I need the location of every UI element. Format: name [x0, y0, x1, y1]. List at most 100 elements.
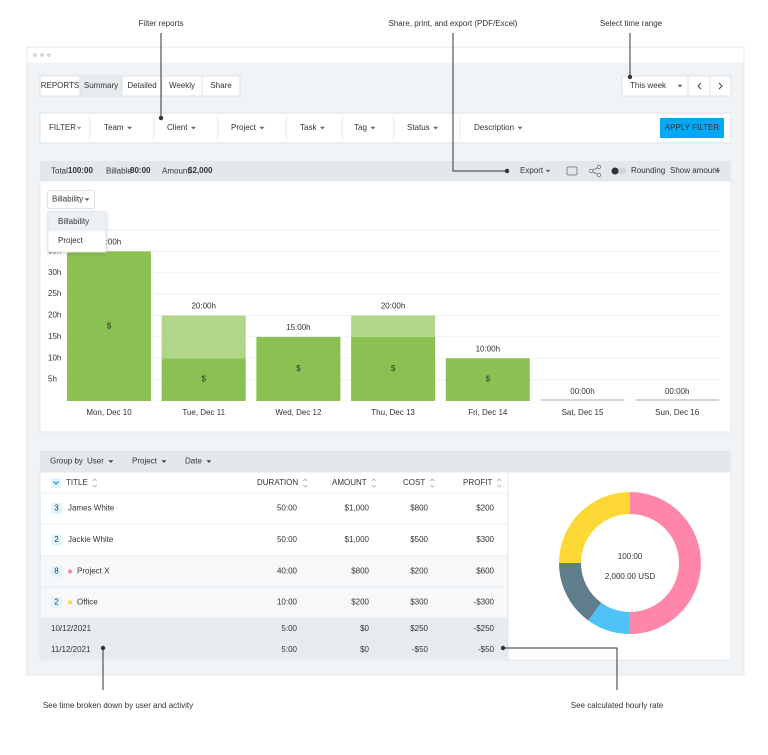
row-cell: 5:00	[281, 645, 297, 654]
time-range[interactable]	[621, 75, 732, 97]
filter[interactable]: Team	[104, 123, 124, 132]
bar-total-label: 00:00h	[665, 387, 689, 396]
y-tick-label: 10h	[48, 353, 61, 362]
group-by-label: Group by	[50, 457, 83, 466]
pointer-dot	[100, 645, 106, 651]
x-tick-label: Sun, Dec 16	[655, 408, 700, 417]
bar-total-label: 00:00h	[570, 387, 594, 396]
filter[interactable]: Client	[167, 123, 188, 132]
row-title: James White	[68, 504, 115, 513]
total-label: Total	[51, 167, 68, 176]
annotation: See calculated hourly rate	[571, 701, 664, 710]
donut-center-title: 100:00	[618, 552, 643, 561]
window-dot	[33, 53, 37, 57]
bar-segment	[351, 315, 436, 337]
column-header[interactable]: COST	[403, 478, 425, 487]
row-badge-count: 3	[54, 504, 59, 513]
row-title: 11/12/2021	[51, 645, 91, 654]
row-cell: $600	[476, 567, 494, 576]
show-amount[interactable]: Show amount	[670, 166, 720, 175]
x-tick-label: Wed, Dec 12	[275, 408, 322, 417]
row-badge-count: 2	[54, 535, 59, 544]
tab[interactable]: Weekly	[169, 81, 195, 90]
next-arrow[interactable]	[718, 82, 723, 90]
caret	[190, 126, 196, 130]
row-cell: $800	[351, 567, 369, 576]
row-badge[interactable]	[51, 566, 62, 577]
bar-total-label: 10:00h	[476, 344, 500, 353]
menu-option-hover	[48, 212, 106, 232]
y-tick-label: 20h	[48, 311, 61, 320]
menu-option[interactable]: Billability	[58, 217, 89, 226]
column-header[interactable]: TITLE	[66, 478, 88, 487]
caret	[206, 460, 212, 463]
row-cell: $300	[410, 598, 428, 607]
filter[interactable]: Description	[474, 123, 514, 132]
tab[interactable]: Detailed	[127, 81, 156, 90]
column-header[interactable]: AMOUNT	[332, 478, 367, 487]
y-tick-label: 15h	[48, 332, 61, 341]
caret	[545, 169, 551, 173]
bar-segment	[67, 251, 151, 401]
caret	[127, 126, 133, 130]
row-badge[interactable]	[51, 597, 62, 608]
billable-label: Billable	[106, 167, 132, 176]
apply-button[interactable]	[660, 118, 724, 138]
row-cell: $250	[410, 624, 428, 633]
billable-symbol: $	[391, 364, 396, 373]
chart-dropdown[interactable]	[47, 190, 95, 209]
filter[interactable]: Task	[300, 123, 317, 132]
print-icon[interactable]	[566, 166, 578, 176]
row-cell: 5:00	[281, 624, 297, 633]
donut-center-subtitle: 2,000.00 USD	[605, 572, 655, 581]
bar-total-label: 20:00h	[191, 302, 215, 311]
caret	[517, 126, 523, 130]
pointer-line	[503, 647, 618, 690]
time-range-value[interactable]: This week	[630, 81, 667, 90]
filter[interactable]: Tag	[354, 123, 367, 132]
project-dot	[68, 569, 72, 574]
tab[interactable]: Summary	[84, 81, 118, 90]
row-cell: $0	[360, 645, 369, 654]
row-cell: $1,000	[345, 535, 370, 544]
row-cell: $200	[476, 504, 494, 513]
x-tick-label: Fri, Dec 14	[468, 408, 508, 417]
row-badge[interactable]	[51, 534, 62, 546]
filter[interactable]: Project	[231, 123, 257, 132]
row-cell: $300	[476, 535, 494, 544]
table-row	[40, 555, 508, 588]
group-by-option[interactable]: Project	[132, 457, 158, 466]
amount-label: Amount	[162, 167, 190, 176]
donut-segment	[588, 602, 630, 634]
row-badge[interactable]	[51, 503, 62, 514]
prev-arrow[interactable]	[697, 82, 702, 90]
row-cell: 50:00	[277, 535, 298, 544]
filter[interactable]: Status	[407, 123, 430, 132]
column-header[interactable]: DURATION	[257, 478, 298, 487]
export-button[interactable]: Export	[520, 166, 544, 175]
expand-toggle[interactable]	[51, 478, 61, 488]
group-by-bar	[40, 451, 731, 472]
billable-symbol: $	[107, 321, 112, 330]
window-bar	[27, 47, 744, 63]
caret	[715, 169, 721, 173]
group-by-option[interactable]: Date	[185, 457, 202, 466]
column-header[interactable]: PROFIT	[463, 478, 492, 487]
totals-bar	[40, 161, 731, 181]
x-tick-label: Thu, Dec 13	[371, 408, 415, 417]
bar-segment	[161, 315, 246, 359]
x-tick-label: Mon, Dec 10	[86, 408, 132, 417]
tab[interactable]: Share	[210, 81, 232, 90]
chart-dropdown-value[interactable]: Billability	[52, 195, 83, 204]
row-cell: -$300	[474, 598, 495, 607]
billable-symbol: $	[201, 375, 206, 384]
apply-button-label[interactable]: APPLY FILTER	[665, 123, 719, 132]
pointer-dot	[158, 115, 164, 121]
billable-symbol: $	[296, 364, 301, 373]
donut-segment	[630, 492, 701, 634]
row-badge-count: 2	[54, 598, 59, 607]
menu-option[interactable]: Project	[58, 236, 84, 245]
group-by-option[interactable]: User	[87, 457, 104, 466]
filter-label: FILTER	[49, 123, 76, 132]
